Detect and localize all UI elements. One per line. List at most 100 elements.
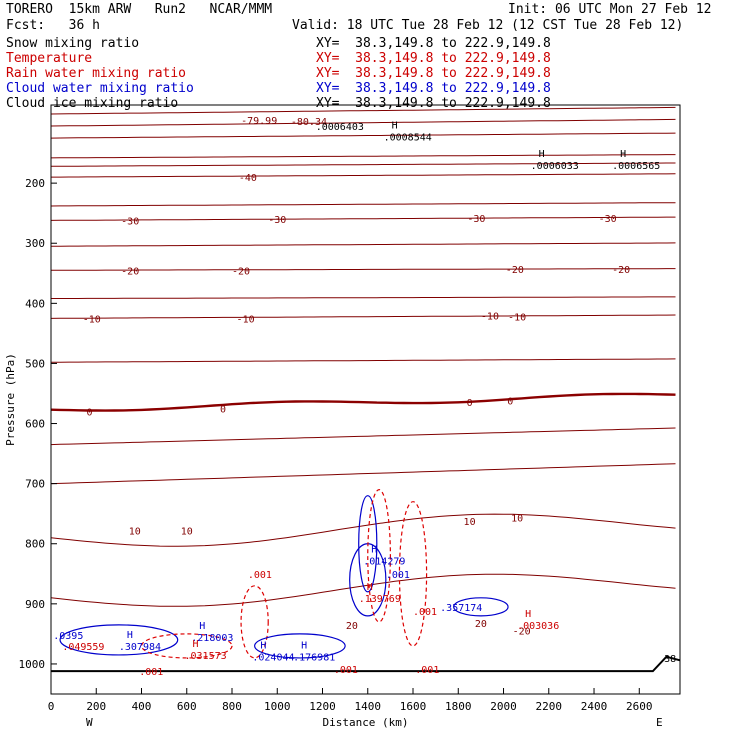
max-value-label: .307984 xyxy=(119,642,161,653)
cloud-deck-mid xyxy=(254,633,346,659)
contour-label: -79.99 xyxy=(241,116,277,127)
isotherm-5 xyxy=(50,427,676,446)
contour-label: 0 xyxy=(86,408,92,419)
contour-label: 0 xyxy=(467,398,473,409)
contour-labels: -79.99 -80.34 -40 -30 -30 -30 -30 -20 -20 -20 -20 -… xyxy=(83,116,631,637)
y-tick-label: 500 xyxy=(25,357,45,370)
x-tick-label: 2200 xyxy=(536,700,563,713)
contour-label: -40 xyxy=(239,173,257,184)
legend-rain-label: Rain water mixing ratio xyxy=(6,66,187,81)
legend-cloud-ice-label: Cloud ice mixing ratio xyxy=(6,96,179,111)
forecast-hour: Fcst: 36 h xyxy=(6,18,100,33)
x-tick-label: 800 xyxy=(222,700,242,713)
contour-label: 10 xyxy=(511,513,523,524)
max-marker: H xyxy=(192,639,198,650)
x-tick-label: 1800 xyxy=(445,700,472,713)
max-value-label: .014279 xyxy=(363,557,405,568)
isotherm--30 xyxy=(50,216,676,221)
valid-time: Valid: 18 UTC Tue 28 Feb 12 (12 CST Tue … xyxy=(292,18,684,33)
max-value-label: .357174 xyxy=(440,603,482,614)
contour-label: 10 xyxy=(464,517,476,528)
axes: 0 200 400 600 800 1000 1200 1400 1600 1800 2000 220… xyxy=(4,104,681,729)
cloud-deck-east xyxy=(453,597,509,617)
contour-label: -10 xyxy=(237,314,255,325)
y-tick-label: 900 xyxy=(25,598,45,611)
max-value-label: .001 xyxy=(413,607,437,618)
isotherm-10 xyxy=(50,463,676,485)
max-value-label: .049559 xyxy=(62,642,104,653)
model-title: TORERO 15km ARW Run2 NCAR/MMM xyxy=(6,2,273,17)
max-marker: H xyxy=(392,120,398,131)
x-tick-label: 2600 xyxy=(626,700,653,713)
isotherm--15 xyxy=(51,296,676,299)
cloud-core-2 xyxy=(349,543,387,617)
max-value-label: .001 xyxy=(248,570,272,581)
legend-cloud-water-label: Cloud water mixing ratio xyxy=(6,81,194,96)
max-value-label: .139769 xyxy=(359,594,401,605)
x-tick-label: 0 xyxy=(48,700,55,713)
max-marker: H xyxy=(525,609,531,620)
max-marker: H xyxy=(620,149,626,160)
rain-band-west xyxy=(140,633,233,659)
isotherm--80 xyxy=(50,106,676,115)
max-value-label: 38 xyxy=(664,654,676,665)
rain-core-1 xyxy=(398,501,428,647)
east-label: E xyxy=(656,716,663,729)
init-time: Init: 06 UTC Mon 27 Feb 12 xyxy=(508,2,712,17)
y-tick-label: 1000 xyxy=(19,658,46,671)
isotherm--20 xyxy=(51,268,676,271)
legend-rain-xy: XY= 38.3,149.8 to 222.9,149.8 xyxy=(316,66,551,81)
isotherm--5 xyxy=(51,358,676,363)
legend-snow-label: Snow mixing ratio xyxy=(6,36,140,51)
max-value-label: .024044 xyxy=(252,653,294,664)
max-point-labels: .0006403 H.0008544H.0006033H.0006565H.014… xyxy=(53,120,676,678)
rain-core-3 xyxy=(240,585,269,659)
contour-label: -20 xyxy=(506,265,524,276)
isotherm--70 xyxy=(50,118,676,127)
isotherm--25 xyxy=(51,242,676,247)
y-tick-label: 400 xyxy=(25,297,45,310)
contour-label: 20 xyxy=(346,621,358,632)
contour-label: 0 xyxy=(507,397,513,408)
x-tick-label: 1000 xyxy=(264,700,291,713)
max-value-label: .218003 xyxy=(191,633,233,644)
max-value-label: .176981 xyxy=(293,653,335,664)
contour-label: -30 xyxy=(599,214,617,225)
west-label: W xyxy=(86,716,93,729)
isotherm--10 xyxy=(50,314,676,319)
max-value-label: .003036 xyxy=(517,621,559,632)
max-value-label: .0006565 xyxy=(612,161,660,172)
y-tick-label: 200 xyxy=(25,177,45,190)
isotherm--45 xyxy=(51,162,676,167)
legend-snow-xy: XY= 38.3,149.8 to 222.9,149.8 xyxy=(316,36,551,51)
max-marker: H xyxy=(301,641,307,652)
max-marker: H xyxy=(371,545,377,556)
y-tick-label: 800 xyxy=(25,538,45,551)
contour-label: -20 xyxy=(513,626,531,637)
terrain xyxy=(51,655,681,673)
y-tick-label: 300 xyxy=(25,237,45,250)
max-marker: H xyxy=(199,621,205,632)
contour-label: -10 xyxy=(481,311,499,322)
y-tick-label: 700 xyxy=(25,478,45,491)
plot-frame xyxy=(50,104,681,695)
x-tick-label: 1400 xyxy=(355,700,382,713)
max-value-label: .0006403 xyxy=(316,122,364,133)
precip-contours xyxy=(59,489,509,659)
contour-label: 20 xyxy=(475,619,487,630)
contour-label: -20 xyxy=(232,266,250,277)
x-tick-label: 400 xyxy=(132,700,152,713)
contour-label: -20 xyxy=(121,266,139,277)
x-tick-label: 1200 xyxy=(309,700,336,713)
contour-label: -30 xyxy=(268,215,286,226)
x-axis-label: Distance (km) xyxy=(322,716,408,729)
contour-label: -10 xyxy=(508,313,526,324)
max-value-label: .0008544 xyxy=(384,132,432,143)
max-value-label: .0006033 xyxy=(531,161,579,172)
legend-cloud-ice-xy: XY= 38.3,149.8 to 222.9,149.8 xyxy=(316,96,551,111)
legend-cloud-water-xy: XY= 38.3,149.8 to 222.9,149.8 xyxy=(316,81,551,96)
y-axis-label: Pressure (hPa) xyxy=(4,353,17,446)
x-tick-label: 2000 xyxy=(490,700,517,713)
cloud-core-1 xyxy=(358,495,378,593)
